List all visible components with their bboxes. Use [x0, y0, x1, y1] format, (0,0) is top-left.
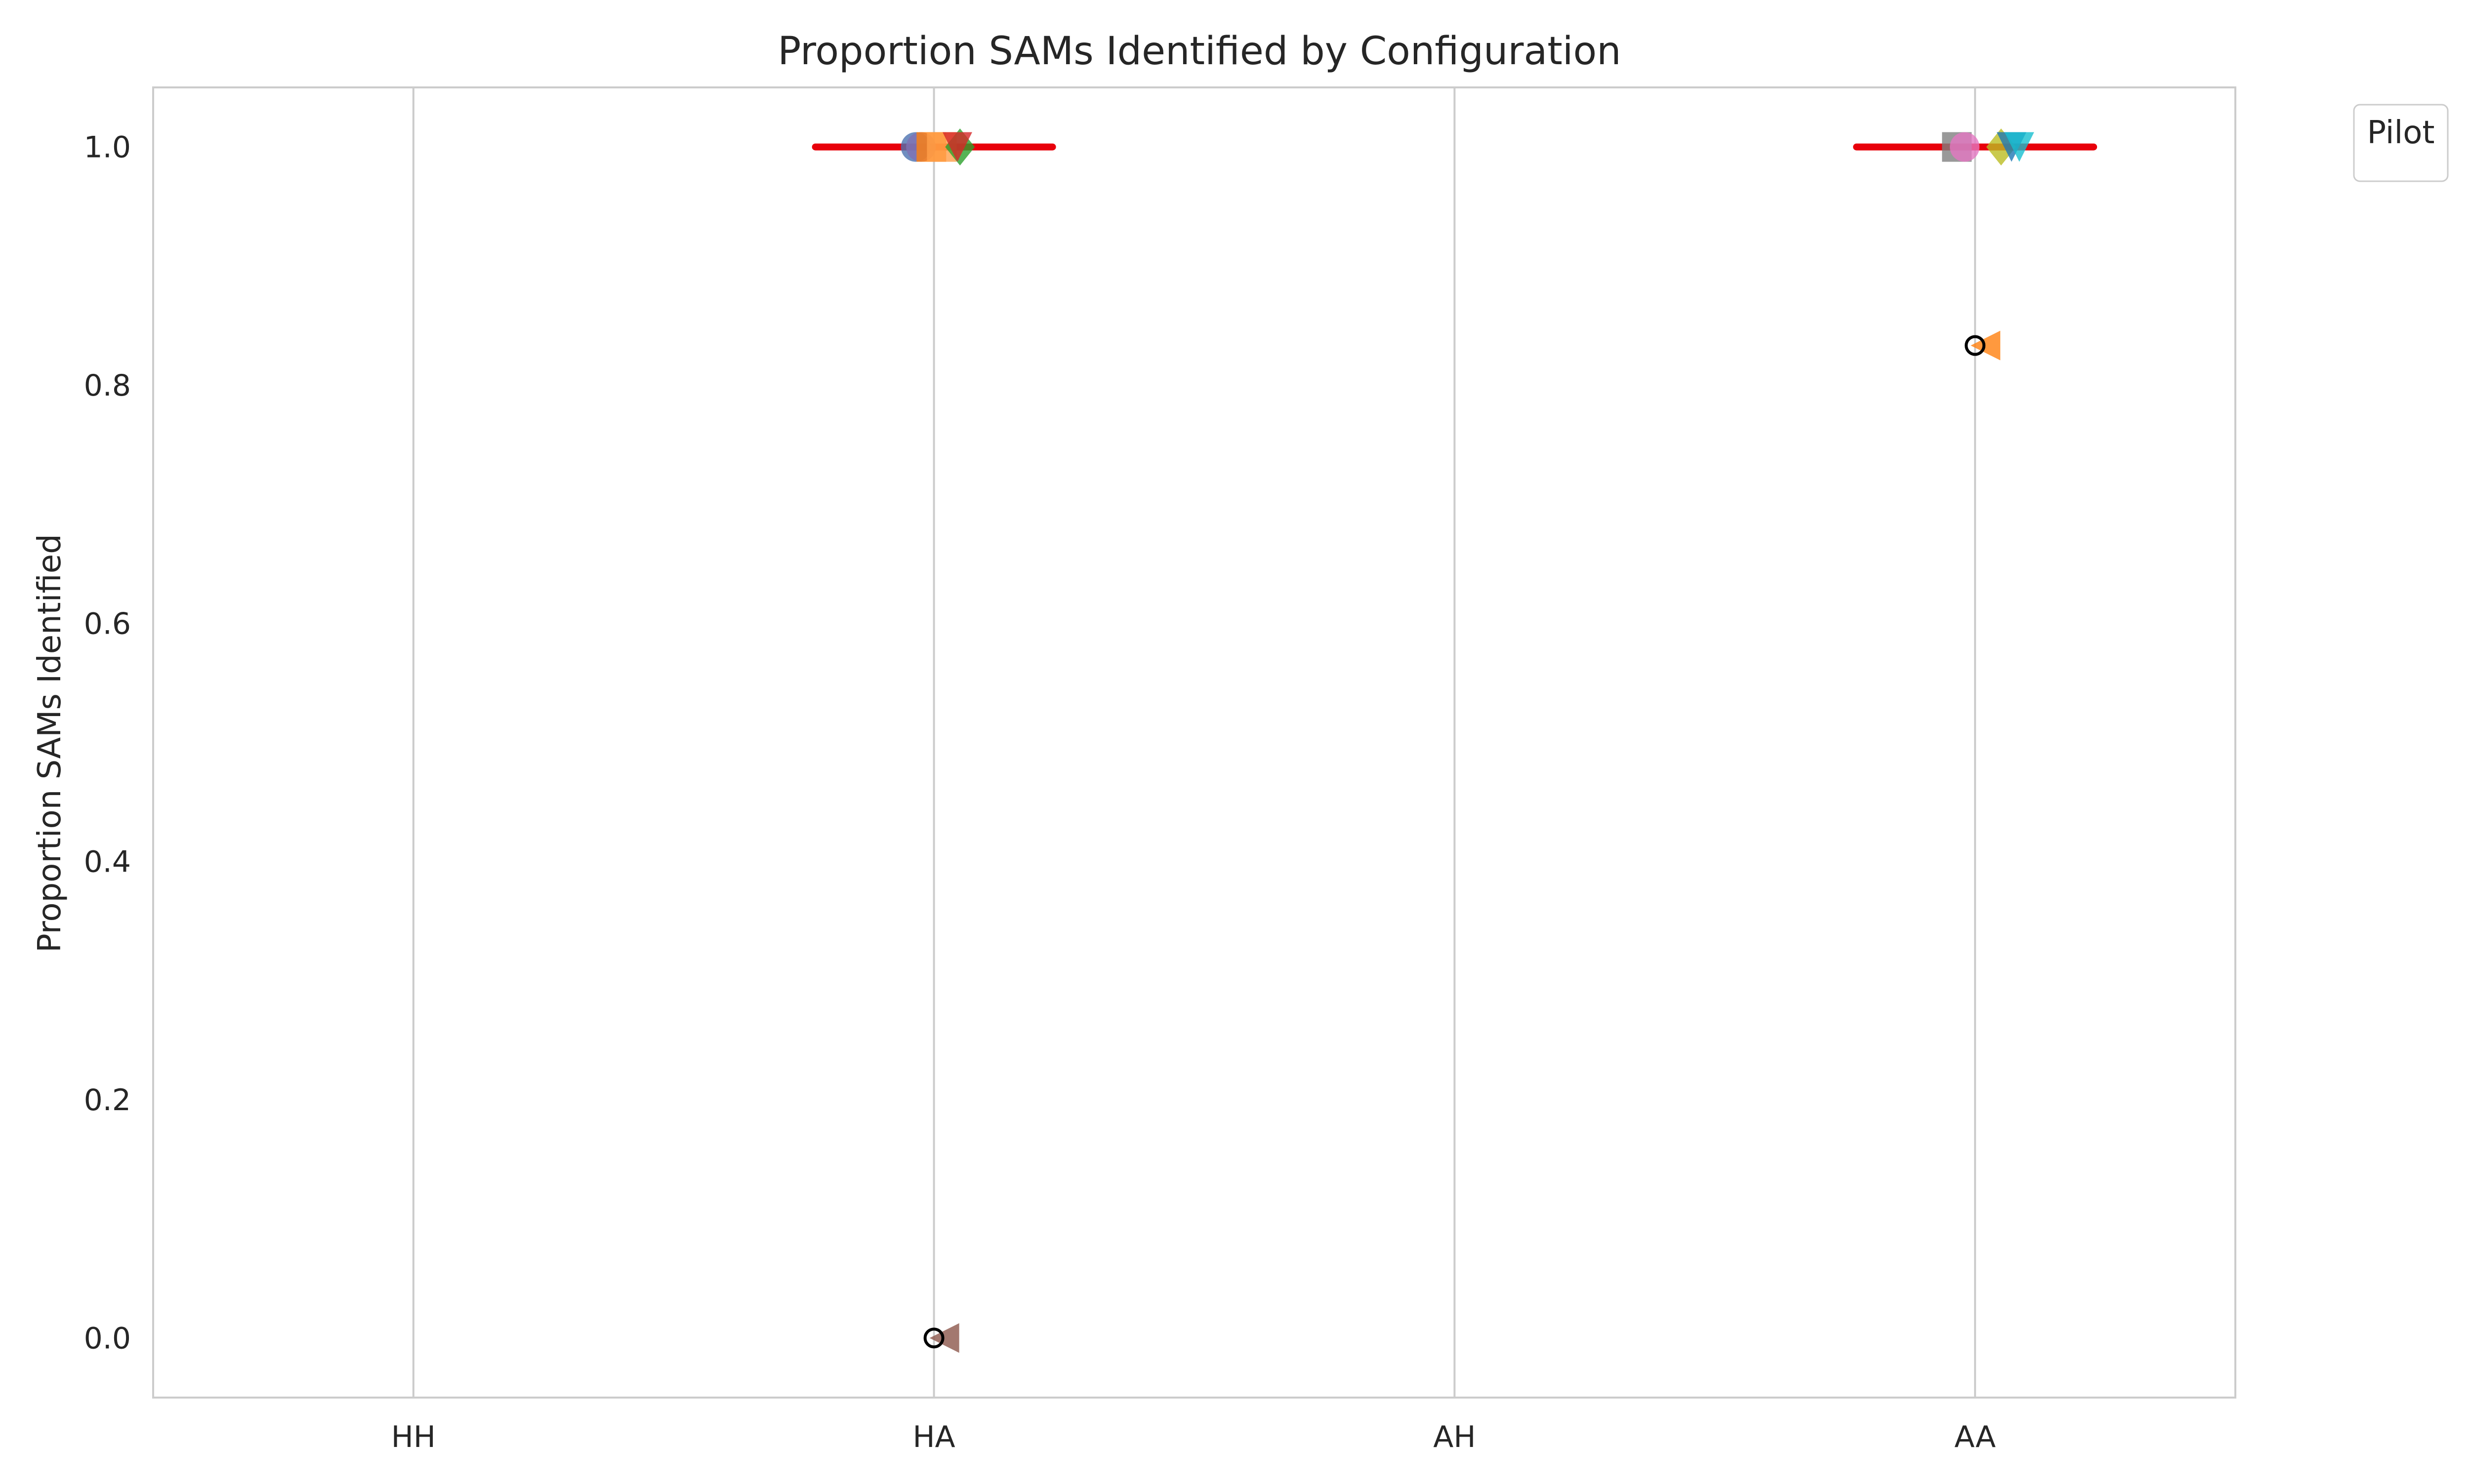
y-tick-label: 0.4 — [84, 845, 131, 880]
outlier-marker — [923, 1327, 945, 1349]
y-tick-label: 0.8 — [84, 368, 131, 403]
legend-title: Pilot — [2367, 115, 2435, 151]
y-tick-label: 0.2 — [84, 1083, 131, 1118]
outlier-marker — [1965, 335, 1986, 356]
x-tick-label: AH — [1433, 1420, 1476, 1454]
data-point — [929, 1323, 959, 1353]
y-tick-label: 0.0 — [84, 1321, 131, 1356]
data-point — [2004, 132, 2034, 162]
y-axis-label: Proportion SAMs Identified — [32, 534, 68, 953]
y-tick-label: 0.6 — [84, 606, 131, 641]
outlier-layer — [923, 335, 1986, 1349]
x-tick-label: HH — [391, 1420, 436, 1454]
tick-layer: HH HA AH AA 0.0 0.2 0.4 0.6 0.8 1.0 — [84, 130, 1996, 1454]
legend-box — [2353, 104, 2449, 182]
x-tick-label: AA — [1954, 1420, 1996, 1454]
data-point — [1950, 132, 1980, 162]
point-layer — [901, 128, 2034, 1353]
legend: Pilot — [2353, 104, 2449, 182]
x-tick-label: HA — [913, 1420, 955, 1454]
y-tick-label: 1.0 — [84, 130, 131, 165]
data-point — [1971, 330, 2001, 361]
grid-layer — [412, 87, 1976, 1398]
data-point — [943, 132, 973, 162]
plot-frame — [152, 86, 2236, 1399]
chart-title: Proportion SAMs Identified by Configurat… — [778, 29, 1621, 74]
